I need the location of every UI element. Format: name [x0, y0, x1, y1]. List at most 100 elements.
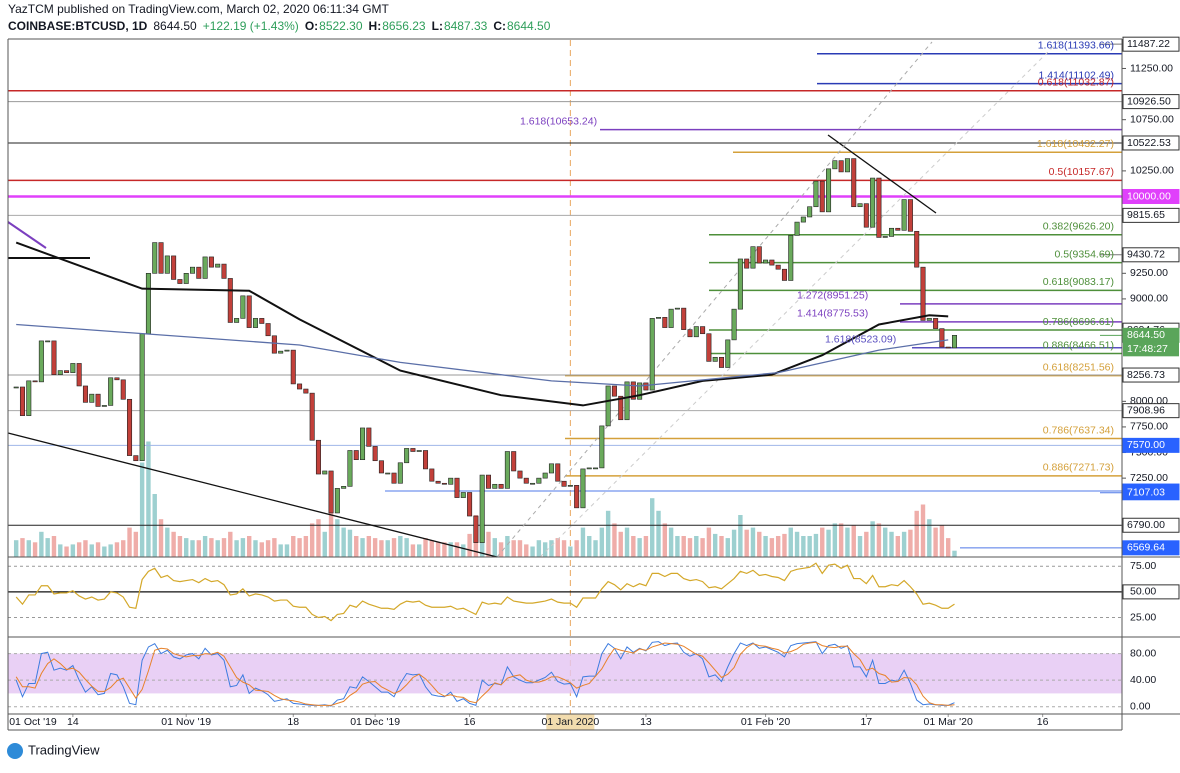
- volume-bar: [272, 538, 277, 557]
- x-tick-label: 01 Nov '19: [161, 716, 211, 728]
- date-highlight: [546, 714, 595, 730]
- volume-bar: [536, 540, 542, 557]
- candle-body: [618, 395, 624, 421]
- fib-label: 0.886(8466.51): [1043, 339, 1114, 351]
- candle-body: [901, 199, 907, 231]
- candle-body: [322, 470, 328, 475]
- volume-bar: [454, 542, 460, 557]
- candle-body: [889, 227, 895, 237]
- candle-body: [574, 485, 580, 509]
- channel-line: [496, 41, 933, 558]
- candle-body: [580, 468, 586, 509]
- price-tag: 6790.00: [1127, 519, 1165, 531]
- price-tag: 7570.00: [1127, 439, 1165, 451]
- volume-bar: [914, 510, 919, 557]
- volume-bar: [744, 529, 749, 557]
- volume-bar: [631, 536, 636, 557]
- volume-bar: [32, 542, 38, 557]
- logo-icon: [7, 743, 23, 759]
- price-tag: 9430.72: [1127, 249, 1165, 261]
- volume-bar: [303, 536, 309, 557]
- candle-body: [133, 455, 139, 462]
- volume-bar: [360, 538, 365, 557]
- candle-body: [158, 242, 164, 274]
- price-tag-box: [1122, 485, 1180, 501]
- volume-bar: [775, 536, 781, 557]
- moving-average: [15, 241, 949, 407]
- price-tag: 7107.03: [1127, 487, 1165, 499]
- candle-body: [838, 160, 844, 173]
- candle-body: [202, 256, 208, 279]
- fib-label: 0.886(7271.73): [1043, 462, 1114, 474]
- candle-body: [907, 199, 913, 232]
- candle-body: [101, 405, 107, 407]
- candle-body: [744, 258, 750, 269]
- price-tag-box: [1122, 540, 1180, 556]
- fib-label: 0.786(7637.34): [1043, 424, 1114, 436]
- header-text: COINBASE:BTCUSD, 1D: [8, 19, 148, 33]
- volume-bar: [89, 544, 94, 557]
- channel-line: [539, 39, 1061, 558]
- candle-body: [542, 472, 548, 479]
- volume-bar: [555, 538, 560, 557]
- candle-body: [775, 264, 781, 270]
- volume-bar: [700, 538, 705, 557]
- price-tag-box: [1122, 247, 1180, 263]
- volume-bar: [423, 538, 428, 557]
- volume-bar: [681, 536, 686, 557]
- volume-bar: [45, 538, 50, 557]
- volume-bar: [316, 519, 321, 557]
- candle-body: [290, 349, 296, 385]
- candle-body: [108, 377, 114, 406]
- volume-bar: [725, 538, 730, 557]
- candle-body: [246, 295, 252, 328]
- header-text: 8644.50: [153, 19, 197, 33]
- price-tag-box: [1122, 135, 1180, 151]
- volume-bar: [694, 536, 699, 557]
- price-tag-box: [1122, 367, 1180, 383]
- volume-bar: [171, 531, 176, 557]
- volume-bar: [927, 519, 932, 557]
- candle-body: [95, 393, 101, 407]
- header-text: 8656.23: [382, 19, 426, 33]
- stoch-line: [15, 641, 955, 706]
- candle-body: [492, 483, 498, 489]
- volume-bar: [668, 527, 674, 557]
- price-tag: 8644.50: [1127, 329, 1165, 341]
- header-text: +122.19 (+1.43%): [203, 19, 299, 33]
- price-tag: 8256.73: [1127, 369, 1165, 381]
- candle-body: [366, 427, 372, 447]
- volume-bar: [196, 540, 202, 557]
- fib-label: 0.618(9083.17): [1043, 276, 1114, 288]
- candle-body: [240, 295, 246, 319]
- volume-bar: [895, 536, 901, 557]
- volume-bar: [215, 540, 220, 557]
- volume-bar: [605, 510, 611, 557]
- candle-body: [643, 382, 649, 391]
- volume-bar: [782, 533, 787, 557]
- moving-average: [16, 323, 949, 387]
- volume-bar: [599, 527, 605, 557]
- candle-body: [485, 474, 491, 489]
- symbol-line: COINBASE:BTCUSD, 1D 8644.50 +122.19 (+1.43…: [8, 19, 551, 33]
- candle-body: [530, 482, 536, 485]
- candle-body: [857, 203, 863, 208]
- candle-body: [851, 158, 857, 208]
- rsi-line: [15, 562, 955, 622]
- volume-bar: [788, 527, 793, 557]
- candle-body: [378, 460, 384, 474]
- volume-bar: [133, 531, 139, 557]
- volume-bar: [26, 540, 31, 557]
- volume-bar: [39, 531, 44, 557]
- volume-bar: [832, 523, 838, 557]
- x-tick-label: 14: [67, 716, 79, 728]
- price-tag: 11487.22: [1127, 38, 1170, 50]
- candle-body: [763, 259, 769, 264]
- candle-body: [725, 339, 731, 368]
- candle-body: [593, 467, 599, 470]
- volume-bar: [429, 540, 435, 557]
- volume-bar: [209, 538, 214, 557]
- candle-body: [674, 307, 680, 310]
- candle-body: [360, 427, 366, 461]
